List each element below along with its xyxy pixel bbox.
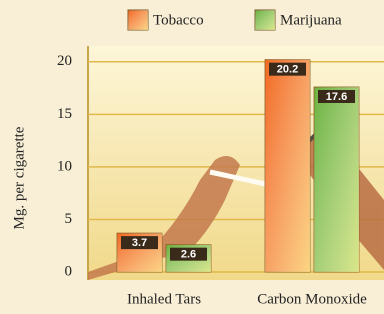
y-tick-label: 5 [65,211,73,227]
x-tick-label: Carbon Monoxide [257,291,367,307]
y-tick-label: 15 [57,106,72,122]
y-tick-label: 0 [65,263,73,279]
value-label: 17.6 [326,91,347,103]
legend-label: Marijuana [280,12,342,28]
value-label: 3.7 [132,237,147,249]
legend-label: Tobacco [153,12,204,28]
y-axis-label: Mg. per cigarette [11,126,27,229]
chart: Mg. per cigarette 0 5 10 15 20 Tobacco Marijua… [0,0,384,314]
bar-sheen [265,60,310,272]
bar-sheen [314,87,359,272]
x-tick-label: Inhaled Tars [127,291,201,307]
legend-sheen [128,10,148,30]
value-label: 20.2 [277,64,298,76]
y-tick-label: 20 [57,53,72,69]
legend-sheen [255,10,275,30]
y-tick-label: 10 [57,158,72,174]
value-label: 2.6 [181,249,196,261]
